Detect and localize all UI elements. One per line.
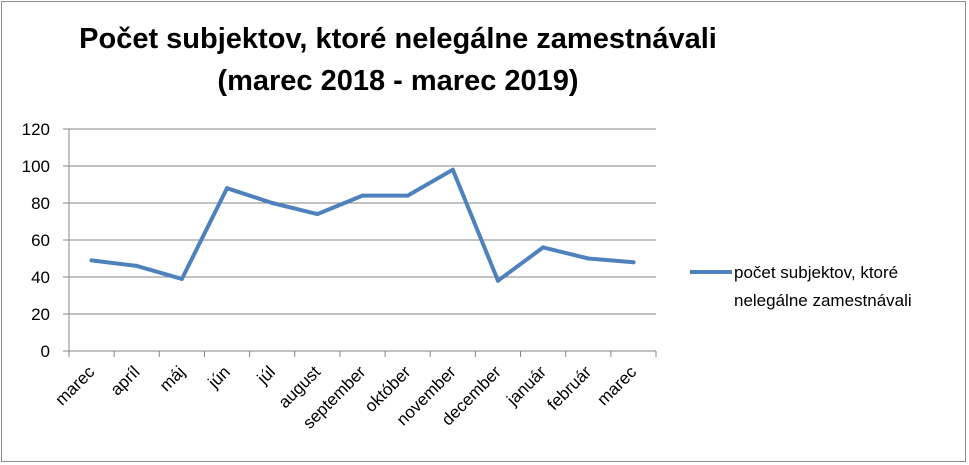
data-point — [586, 256, 591, 261]
y-tick-label: 100 — [22, 157, 50, 176]
x-tick-label: marec — [52, 362, 99, 409]
x-tick-label: júl — [253, 362, 279, 388]
y-tick-label: 40 — [31, 268, 50, 287]
data-point — [179, 276, 184, 281]
chart-title-line-2: (marec 2018 - marec 2019) — [217, 65, 578, 97]
legend: počet subjektov, ktoré nelegálne zamestn… — [690, 263, 912, 310]
y-tick-label: 60 — [31, 231, 50, 250]
data-point — [495, 278, 500, 283]
data-point — [631, 260, 636, 265]
data-point — [360, 193, 365, 198]
x-tick-label: február — [544, 362, 596, 414]
data-point — [405, 193, 410, 198]
data-point — [134, 263, 139, 268]
chart-title: Počet subjektov, ktoré nelegálne zamestn… — [79, 23, 717, 97]
data-point — [89, 258, 94, 263]
y-axis-tick-labels: 0 20 40 60 80 100 120 — [22, 120, 50, 361]
x-tick-label: jún — [204, 362, 234, 392]
data-point — [315, 212, 320, 217]
axes — [63, 128, 657, 357]
data-point — [541, 245, 546, 250]
x-tick-label: máj — [156, 362, 189, 395]
x-tick-label: apríl — [107, 362, 144, 399]
y-tick-label: 120 — [22, 120, 50, 139]
gridlines — [69, 128, 656, 315]
y-tick-label: 0 — [41, 342, 50, 361]
data-point — [270, 201, 275, 205]
legend-label-line-1: počet subjektov, ktoré — [734, 263, 898, 282]
y-tick-label: 80 — [31, 194, 50, 213]
chart-title-line-1: Počet subjektov, ktoré nelegálne zamestn… — [79, 23, 717, 55]
series-lines — [89, 167, 636, 283]
data-point — [225, 186, 230, 191]
x-tick-label: január — [502, 362, 550, 410]
data-point — [450, 167, 455, 172]
legend-label-line-2: nelegálne zamestnávali — [734, 291, 912, 310]
y-tick-label: 20 — [31, 305, 50, 324]
series-line-0 — [89, 167, 636, 283]
x-tick-label: marec — [593, 362, 640, 409]
x-axis-tick-labels: marec apríl máj jún júlaugustseptemberoktóbe… — [52, 362, 641, 433]
